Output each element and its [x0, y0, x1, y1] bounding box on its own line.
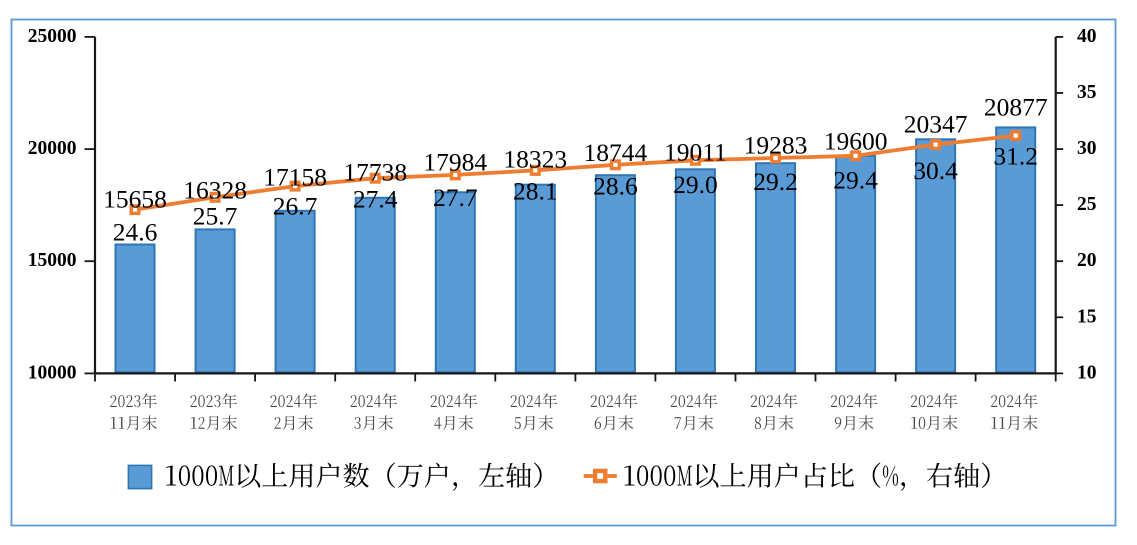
svg-text:10000: 10000: [28, 362, 77, 383]
svg-text:29.4: 29.4: [833, 166, 878, 195]
svg-text:16328: 16328: [183, 176, 247, 205]
svg-text:31.2: 31.2: [993, 141, 1038, 170]
svg-text:18323: 18323: [503, 145, 567, 174]
svg-text:20: 20: [1077, 250, 1097, 271]
svg-text:29.0: 29.0: [673, 170, 718, 199]
svg-text:30.4: 30.4: [913, 156, 958, 185]
svg-text:20877: 20877: [984, 93, 1048, 122]
svg-text:25000: 25000: [28, 26, 77, 47]
svg-text:17158: 17158: [263, 163, 327, 192]
svg-text:19283: 19283: [744, 131, 808, 160]
svg-text:30: 30: [1077, 138, 1097, 159]
svg-text:28.1: 28.1: [513, 177, 558, 206]
svg-text:19011: 19011: [664, 138, 727, 167]
svg-text:27.4: 27.4: [353, 185, 398, 214]
svg-text:24.6: 24.6: [113, 218, 158, 247]
svg-text:15000: 15000: [28, 250, 77, 271]
svg-text:10: 10: [1077, 362, 1097, 383]
svg-text:20000: 20000: [28, 138, 77, 159]
svg-text:15: 15: [1077, 306, 1097, 327]
svg-text:17984: 17984: [423, 148, 487, 177]
svg-text:28.6: 28.6: [593, 171, 638, 200]
svg-text:27.7: 27.7: [433, 183, 478, 212]
svg-text:19600: 19600: [824, 126, 888, 155]
svg-text:25: 25: [1077, 194, 1097, 215]
svg-text:15658: 15658: [103, 184, 167, 213]
svg-text:29.2: 29.2: [753, 167, 798, 196]
svg-text:17738: 17738: [343, 157, 407, 186]
svg-text:40: 40: [1077, 26, 1097, 47]
svg-text:18744: 18744: [584, 138, 648, 167]
svg-text:25.7: 25.7: [193, 202, 238, 231]
svg-text:26.7: 26.7: [273, 191, 318, 220]
svg-text:35: 35: [1077, 82, 1097, 103]
svg-text:20347: 20347: [904, 109, 968, 138]
